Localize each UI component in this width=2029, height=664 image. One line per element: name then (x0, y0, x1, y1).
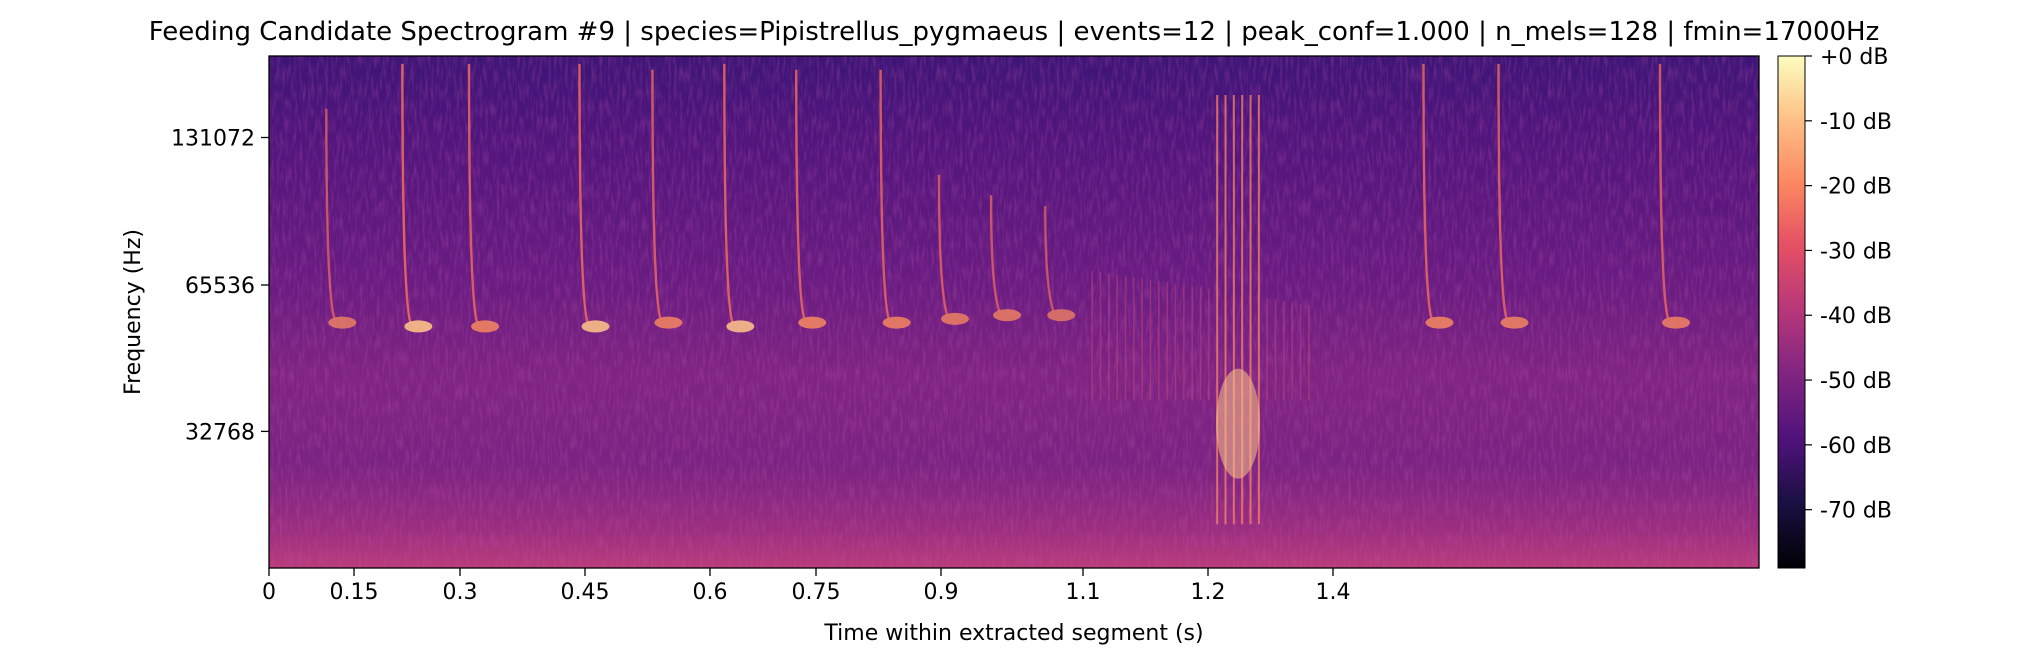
call-sweep (1422, 63, 1433, 319)
call-sweep (795, 69, 806, 319)
x-tick-label: 0 (262, 580, 276, 605)
call-tail (1662, 316, 1691, 329)
x-tick-label: 0.9 (924, 580, 959, 605)
call-sweep (651, 69, 662, 319)
call (578, 63, 610, 333)
call-sweep (937, 174, 949, 315)
plot-frame (268, 55, 1760, 569)
call (651, 69, 683, 329)
call-sweep (467, 63, 479, 323)
plot-area (269, 56, 1759, 568)
x-tick-label: 1.1 (1066, 580, 1101, 605)
y-tick-label: 131072 (171, 127, 255, 152)
colorbar (1777, 55, 1806, 569)
call (1422, 63, 1454, 329)
y-tick-label: 65536 (185, 274, 255, 299)
colorbar-tick-label: -30 dB (1820, 239, 1892, 264)
x-axis-label: Time within extracted segment (s) (823, 621, 1203, 646)
call-sweep (1658, 63, 1670, 319)
x-tick-label: 0.6 (693, 580, 728, 605)
colorbar-tick-label: -60 dB (1820, 434, 1892, 459)
call-tail (882, 316, 911, 329)
call (937, 174, 969, 325)
buzz-hotspot (1216, 368, 1261, 479)
call (989, 195, 1022, 322)
x-tick-label: 1.4 (1316, 580, 1351, 605)
x-tick-label: 0.3 (443, 580, 478, 605)
call (467, 63, 500, 333)
call-tail (940, 312, 969, 325)
call-sweep (578, 63, 589, 323)
call-tail (471, 320, 500, 333)
call (1044, 206, 1076, 322)
call-tail (404, 320, 433, 333)
call-sweep (879, 69, 890, 319)
call-sweep (723, 63, 734, 323)
call-sweep (325, 108, 336, 319)
colorbar-tick-label: -20 dB (1820, 175, 1892, 200)
call-tail (993, 309, 1022, 322)
call (1658, 63, 1691, 329)
call (795, 69, 827, 329)
y-tick-label: 32768 (185, 420, 255, 445)
call (879, 69, 911, 329)
call-sweep (989, 195, 1001, 312)
x-tick-label: 0.15 (330, 580, 379, 605)
call-tail (581, 320, 610, 333)
call-sweep (401, 63, 412, 323)
y-axis-label: Frequency (Hz) (121, 229, 146, 395)
y-axis-ticks: 32768 65536 131072 (171, 127, 269, 445)
colorbar-tick-label: -50 dB (1820, 369, 1892, 394)
call-tail (1047, 309, 1076, 322)
call-tail (798, 316, 827, 329)
call (1497, 63, 1529, 329)
x-tick-label: 0.75 (792, 580, 841, 605)
call-sweep (1044, 206, 1055, 312)
call-tail (654, 316, 683, 329)
colorbar-tick-label: -10 dB (1820, 110, 1892, 135)
colorbar-tick-label: -40 dB (1820, 304, 1892, 329)
call (325, 108, 357, 329)
call (401, 63, 433, 333)
call-tail (726, 320, 755, 333)
call-tail (1425, 316, 1454, 329)
call (723, 63, 755, 333)
call-tail (1500, 316, 1529, 329)
call-tail (328, 316, 357, 329)
colorbar-tick-label: +0 dB (1820, 45, 1888, 70)
colorbar-tick-label: -70 dB (1820, 499, 1892, 524)
x-axis-ticks: 0 0.15 0.3 0.45 0.6 0.75 0.9 1.1 1.2 1.4 (262, 568, 1351, 605)
colorbar-ticks: +0 dB -10 dB -20 dB -30 dB -40 dB -50 dB -60 d… (1805, 45, 1892, 524)
echolocation-calls (325, 63, 1691, 525)
call-sweep (1497, 63, 1508, 319)
x-tick-label: 1.2 (1191, 580, 1226, 605)
chart-title: Feeding Candidate Spectrogram #9 | speci… (149, 17, 1880, 47)
x-tick-label: 0.45 (561, 580, 610, 605)
